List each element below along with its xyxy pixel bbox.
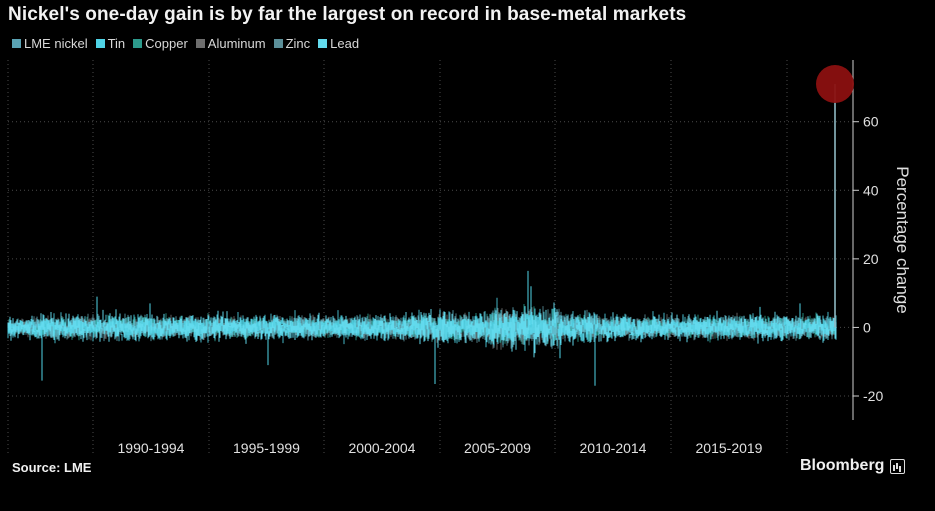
legend-label: Tin	[107, 36, 126, 51]
x-tick-label: 2010-2014	[580, 440, 647, 456]
brand-text: Bloomberg	[800, 457, 885, 474]
legend-swatch	[318, 39, 328, 48]
legend-item: Copper	[133, 36, 188, 51]
legend-item: Aluminum	[195, 36, 266, 51]
legend-label: LME nickel	[24, 36, 88, 51]
legend-label: Lead	[330, 36, 360, 51]
legend-swatch	[273, 39, 283, 48]
y-tick-label: -20	[863, 388, 883, 404]
legend-swatch	[12, 39, 21, 48]
x-tick-label: 2005-2009	[464, 440, 531, 456]
terminal-icon	[890, 458, 906, 474]
legend-label: Aluminum	[207, 36, 266, 51]
legend-label: Copper	[145, 36, 188, 51]
legend-item: Tin	[95, 36, 126, 51]
x-tick-label: 1990-1994	[118, 440, 185, 456]
legend-swatch	[195, 39, 205, 48]
legend-item: LME nickel	[12, 36, 88, 51]
legend-item: Zinc	[273, 36, 311, 51]
chart-legend: LME nickel Tin Copper Aluminum Zinc Lead	[12, 36, 359, 51]
legend-label: Zinc	[285, 36, 311, 51]
x-tick-label: 1995-1999	[233, 440, 300, 456]
x-tick-label: 2015-2019	[696, 440, 763, 456]
y-tick-label: 20	[863, 251, 879, 267]
series-line-lead	[7, 302, 837, 358]
legend-swatch	[133, 39, 143, 48]
y-axis-title: Percentage change	[893, 166, 912, 313]
y-tick-label: 0	[863, 319, 871, 335]
record-highlight-marker	[816, 65, 854, 103]
legend-item: Lead	[318, 36, 359, 51]
y-tick-label: 40	[863, 182, 879, 198]
source-note: Source: LME	[12, 460, 92, 475]
y-tick-label: 60	[863, 114, 879, 130]
brand-logo: Bloomberg	[800, 457, 906, 475]
x-tick-label: 2000-2004	[349, 440, 416, 456]
legend-swatch	[95, 39, 105, 48]
chart-title: Nickel's one-day gain is by far the larg…	[8, 4, 687, 25]
